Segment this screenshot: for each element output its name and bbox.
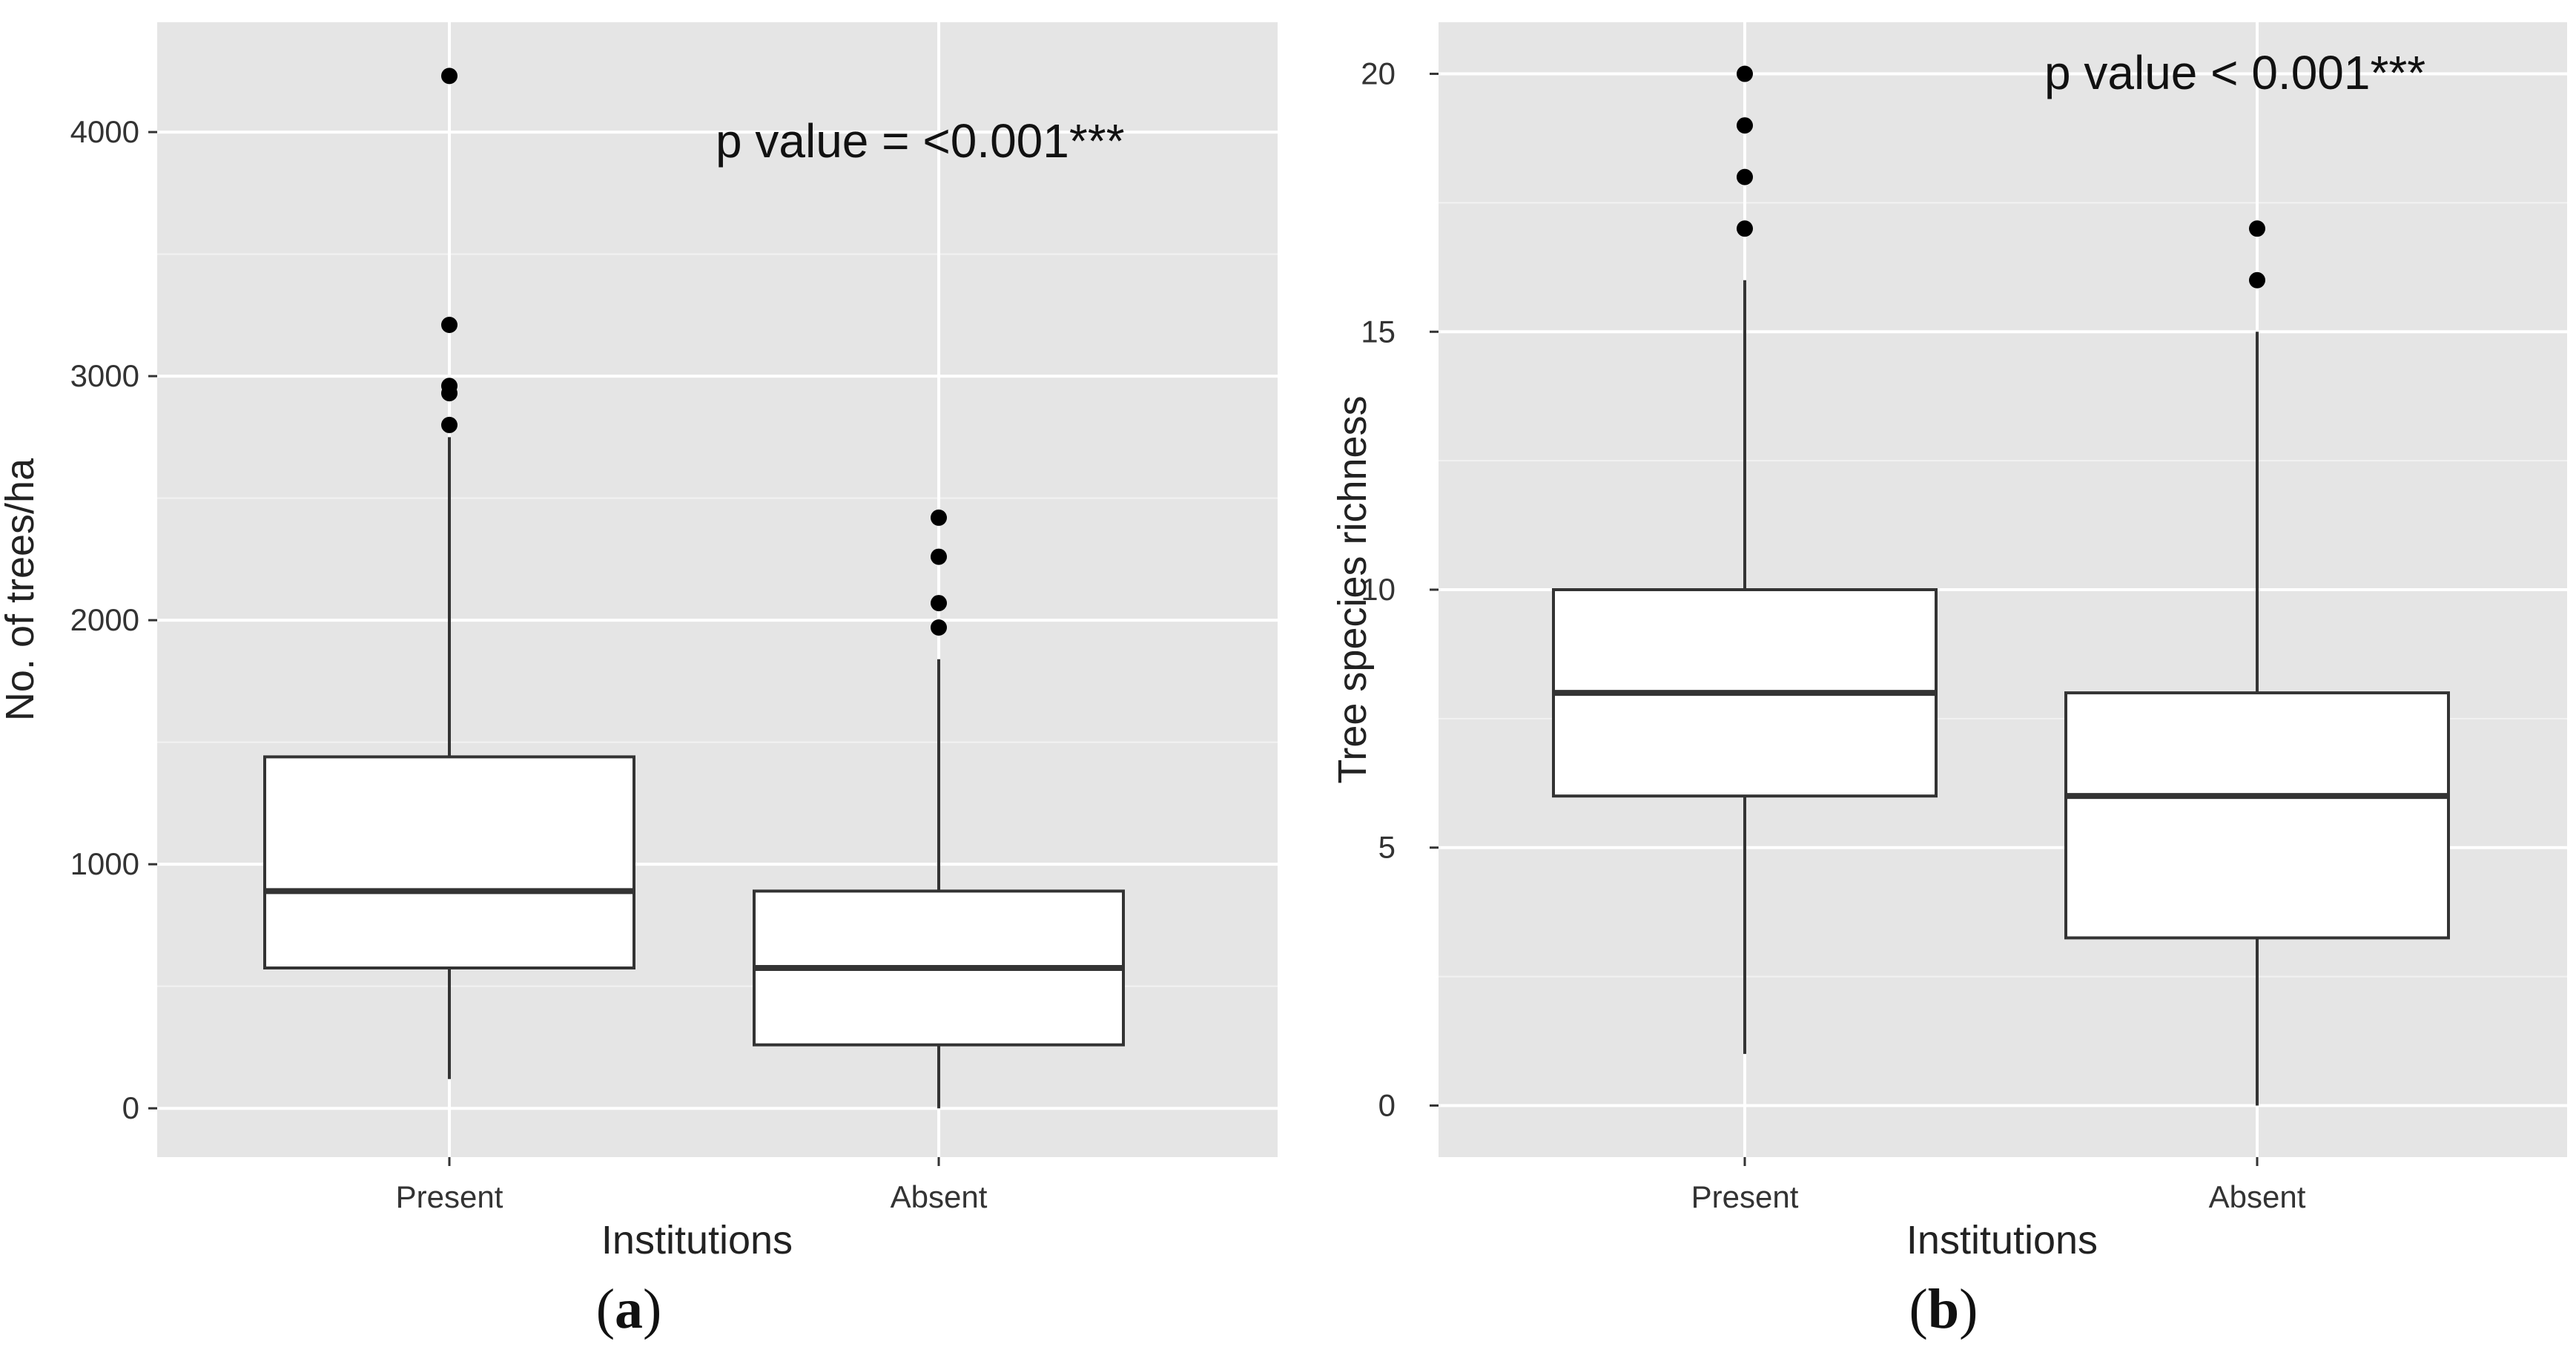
p-value-annotation: p value < 0.001*** bbox=[2044, 46, 2425, 99]
outlier-point bbox=[1737, 168, 1753, 185]
box-absent bbox=[753, 509, 1125, 1109]
x-axis-title: Institutions bbox=[1906, 1218, 2098, 1262]
outlier-point bbox=[931, 509, 947, 526]
x-tick-label: Present bbox=[396, 1179, 503, 1214]
outlier-point bbox=[441, 317, 458, 333]
y-tick-label: 4000 bbox=[70, 114, 139, 149]
y-tick-label: 2000 bbox=[70, 602, 139, 637]
outlier-point bbox=[2249, 271, 2265, 289]
outlier-point bbox=[1737, 117, 1753, 134]
outlier-point bbox=[931, 619, 947, 636]
y-tick-label: 10 bbox=[1361, 572, 1396, 607]
outlier-point bbox=[441, 378, 458, 395]
x-tick-label: Present bbox=[1691, 1179, 1799, 1214]
x-axis-title: Institutions bbox=[601, 1218, 793, 1262]
y-axis-title: No. of trees/ha bbox=[0, 458, 42, 721]
y-axis-title: Tree species richness bbox=[1330, 395, 1375, 783]
panel-a: 0 1000 2000 3000 4000 Present Absent Institutio… bbox=[0, 22, 1278, 1340]
y-tick-label: 5 bbox=[1378, 830, 1396, 865]
p-value-annotation: p value = <0.001*** bbox=[716, 114, 1125, 168]
y-tick-label: 3000 bbox=[70, 358, 139, 393]
outlier-point bbox=[931, 548, 947, 565]
y-tick-label: 15 bbox=[1361, 314, 1396, 349]
box-present bbox=[263, 67, 635, 1079]
x-tick-label: Absent bbox=[891, 1179, 988, 1214]
outlier-point bbox=[1737, 65, 1753, 82]
y-tick-label: 1000 bbox=[70, 846, 139, 881]
outlier-point bbox=[441, 67, 458, 85]
panel-label: (b) bbox=[1909, 1278, 1978, 1340]
outlier-point bbox=[2249, 220, 2265, 237]
box-absent bbox=[2064, 220, 2450, 1106]
outlier-point bbox=[931, 595, 947, 612]
panel-label: (a) bbox=[596, 1278, 662, 1340]
box-present bbox=[1552, 65, 1938, 1054]
y-tick-label: 20 bbox=[1361, 56, 1396, 91]
outlier-point bbox=[441, 416, 458, 433]
iqr-box bbox=[2064, 691, 2450, 940]
iqr-box bbox=[263, 755, 635, 969]
y-tick-label: 0 bbox=[122, 1090, 139, 1125]
outlier-point bbox=[1737, 220, 1753, 237]
panel-b: 0 5 10 15 20 Present Absent Institutions Tree sp… bbox=[1330, 22, 2567, 1340]
y-tick-label: 0 bbox=[1378, 1087, 1396, 1122]
x-tick-label: Absent bbox=[2209, 1179, 2306, 1214]
